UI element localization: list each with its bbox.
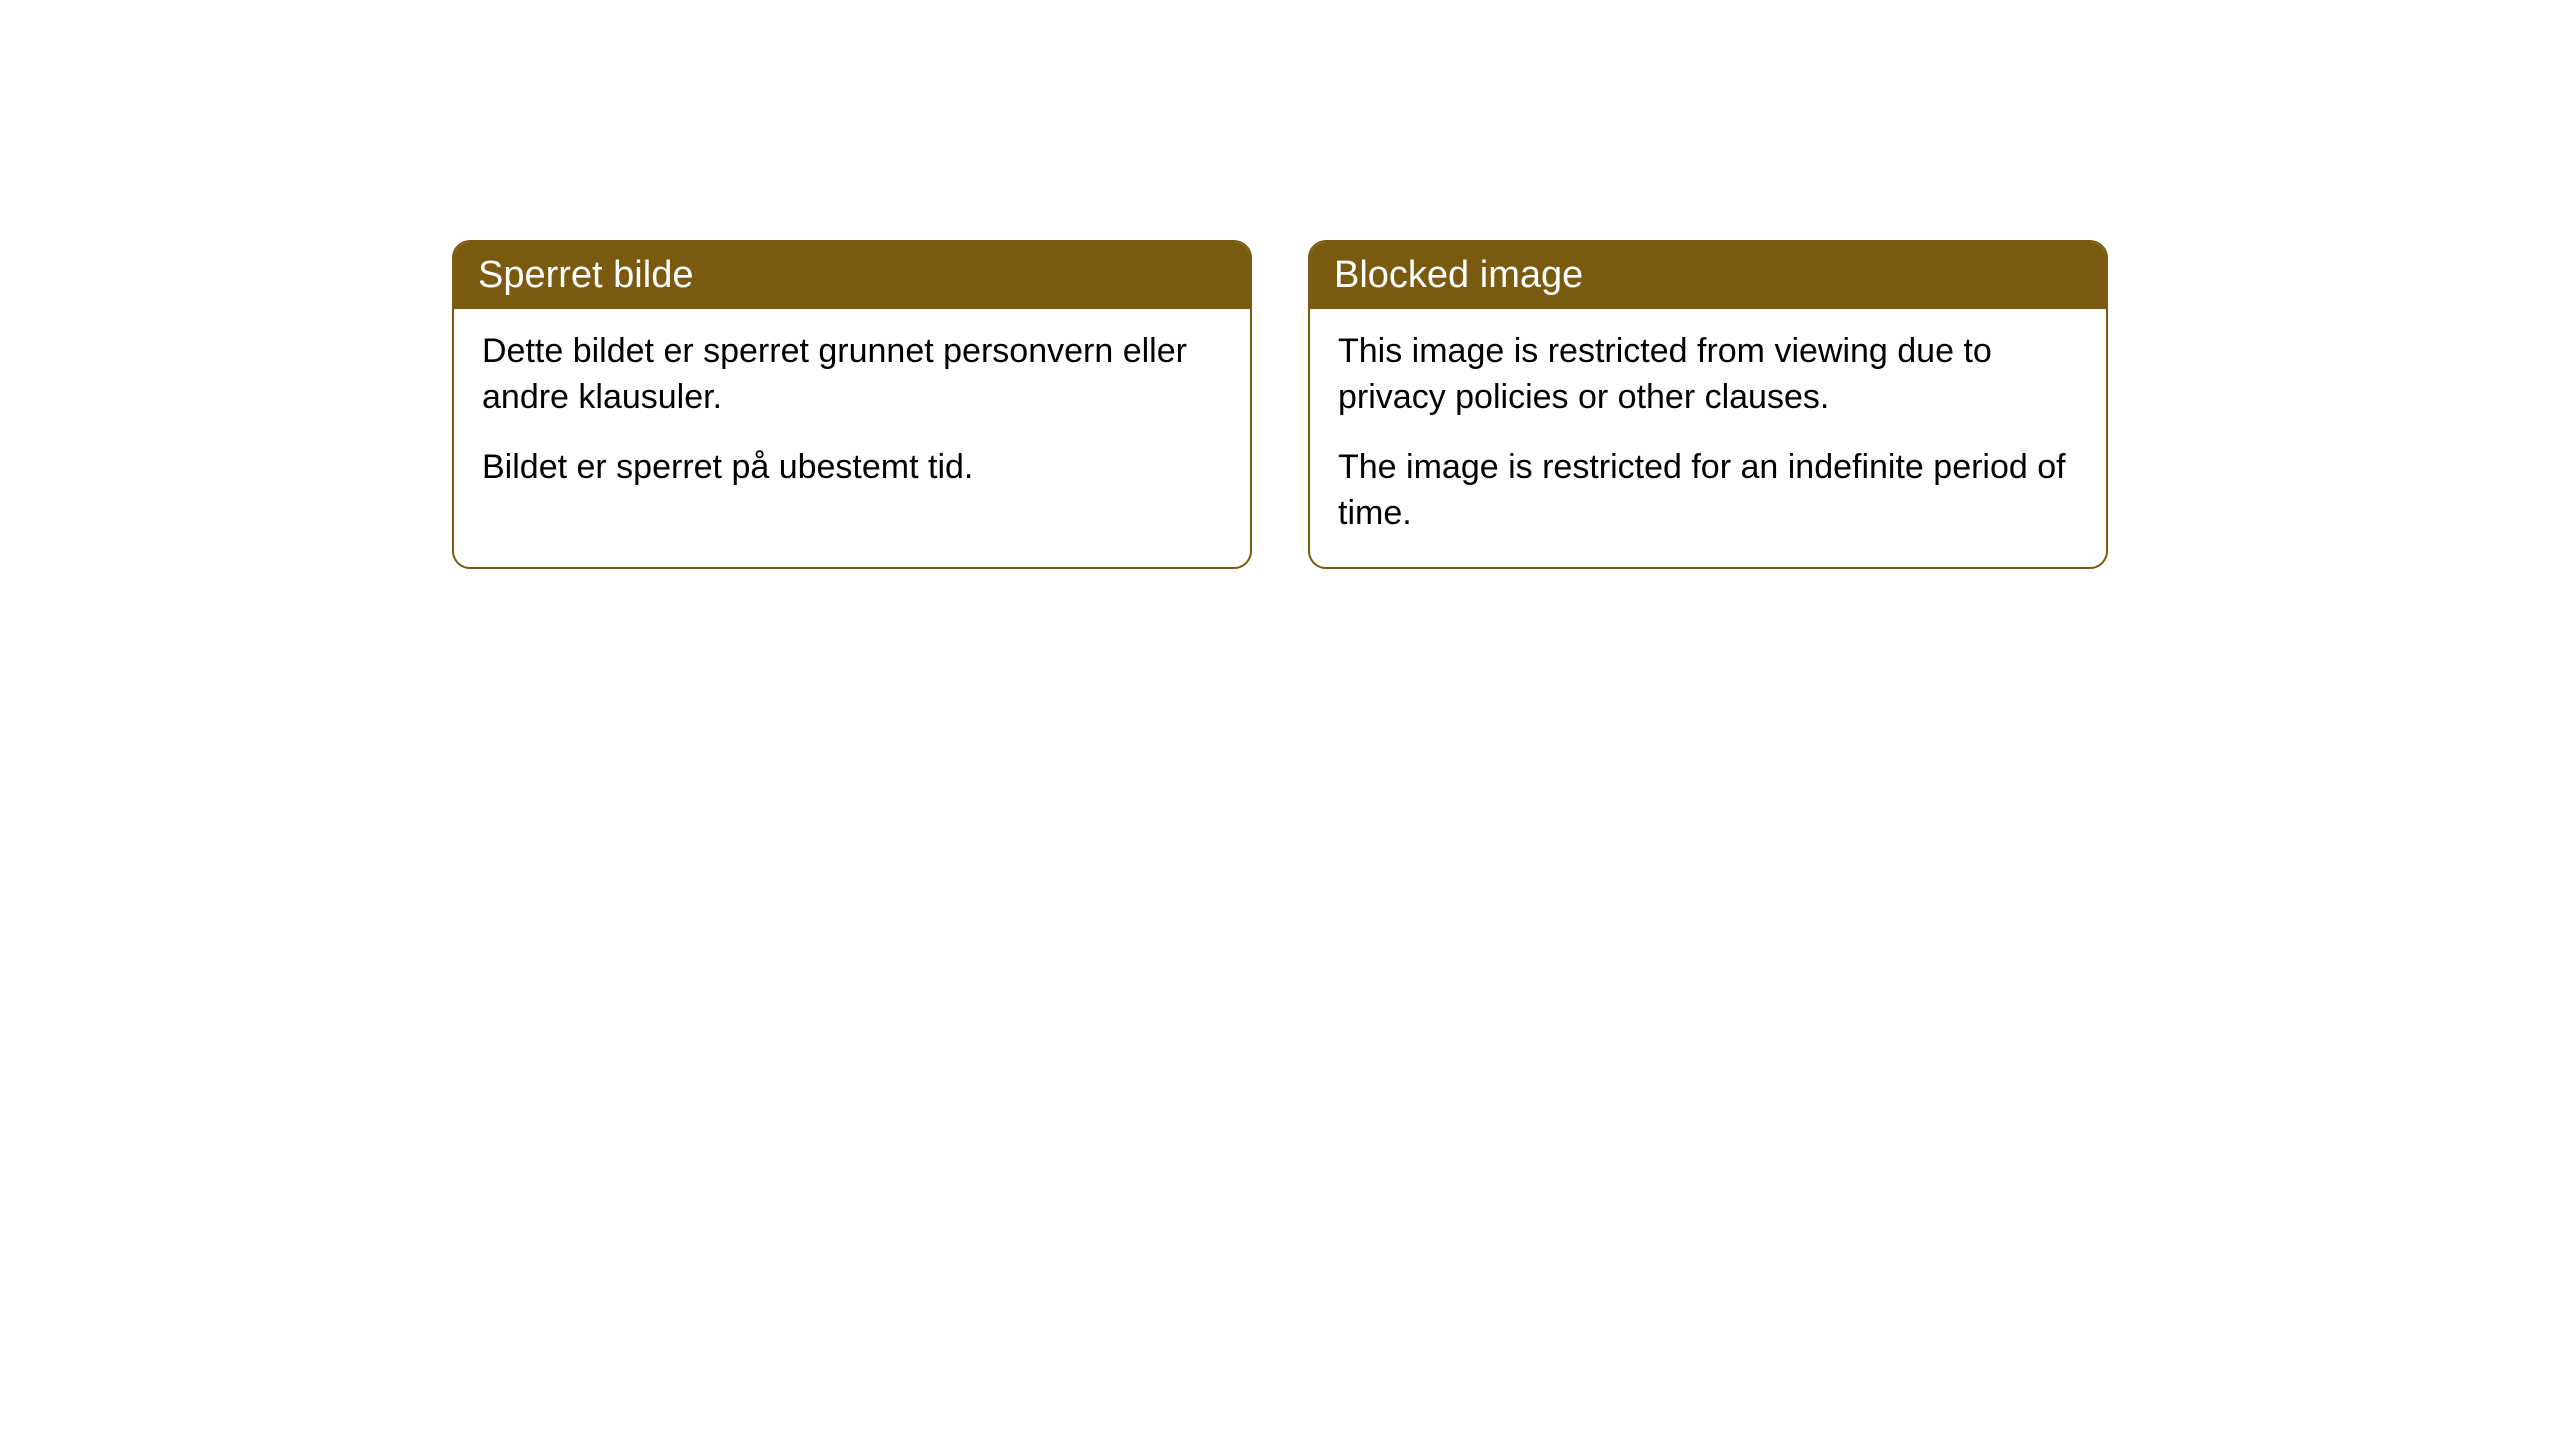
card-body: This image is restricted from viewing du… [1310,309,2106,567]
card-paragraph: Bildet er sperret på ubestemt tid. [482,445,1222,491]
card-paragraph: The image is restricted for an indefinit… [1338,445,2078,537]
cards-container: Sperret bilde Dette bildet er sperret gr… [452,240,2108,569]
card-paragraph: Dette bildet er sperret grunnet personve… [482,329,1222,421]
blocked-image-card-norwegian: Sperret bilde Dette bildet er sperret gr… [452,240,1252,569]
blocked-image-card-english: Blocked image This image is restricted f… [1308,240,2108,569]
card-title: Sperret bilde [478,254,693,296]
card-body: Dette bildet er sperret grunnet personve… [454,309,1250,521]
card-paragraph: This image is restricted from viewing du… [1338,329,2078,421]
card-header: Sperret bilde [454,242,1250,309]
card-title: Blocked image [1334,254,1583,296]
card-header: Blocked image [1310,242,2106,309]
